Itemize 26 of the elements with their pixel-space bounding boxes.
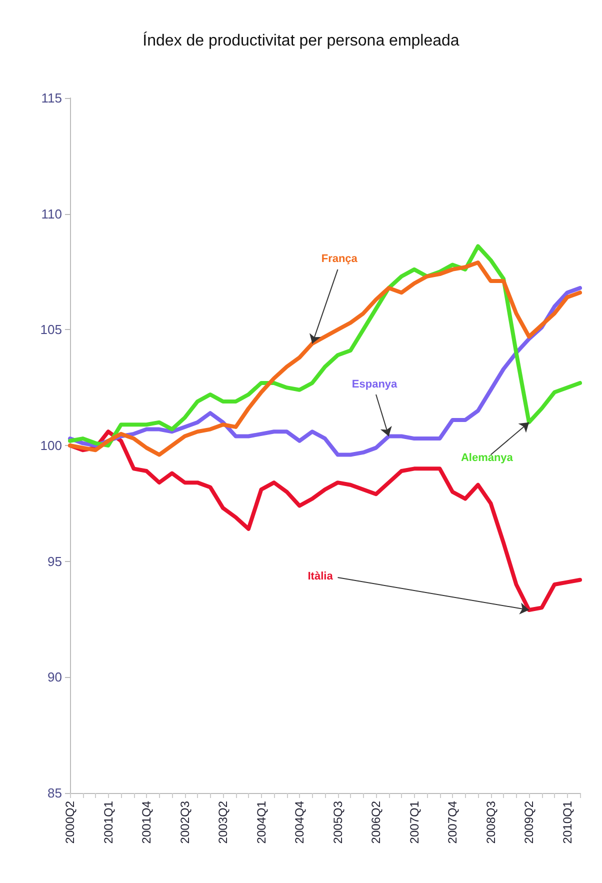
x-tick-label: 2003Q2 — [216, 800, 230, 844]
y-tick-label: 90 — [48, 670, 62, 685]
x-tick-label: 2007Q1 — [407, 800, 422, 844]
x-tick-label: 2000Q2 — [63, 800, 77, 844]
x-tick-label: 2006Q2 — [369, 800, 383, 844]
x-tick-label: 2008Q3 — [484, 800, 498, 844]
x-tick-label: 2001Q4 — [140, 800, 154, 844]
x-tick-label: 2005Q3 — [330, 800, 345, 844]
y-tick-label: 95 — [48, 554, 62, 569]
y-tick-label: 110 — [41, 206, 62, 222]
text: Espanya — [352, 378, 398, 390]
x-tick-label: 2007Q4 — [446, 800, 460, 844]
y-tick-label: 85 — [48, 786, 62, 800]
x-tick-label: 2009Q2 — [522, 800, 536, 844]
y-tick-label: 115 — [41, 90, 62, 106]
x-tick-label: 2001Q1 — [101, 800, 116, 844]
text: Alemanya — [460, 452, 514, 464]
x-tick-label: 2002Q3 — [178, 800, 192, 844]
y-tick-label: 105 — [40, 322, 62, 338]
text: França — [321, 253, 358, 266]
text: Itàlia — [308, 570, 334, 583]
x-tick-label: 2004Q1 — [254, 800, 268, 844]
y-tick-label: 100 — [40, 438, 62, 453]
x-tick-label: 2010Q1 — [560, 800, 574, 844]
x-tick-label: 2004Q4 — [292, 800, 306, 844]
chart-title: Índex de productivitat per persona empleada — [142, 32, 460, 50]
